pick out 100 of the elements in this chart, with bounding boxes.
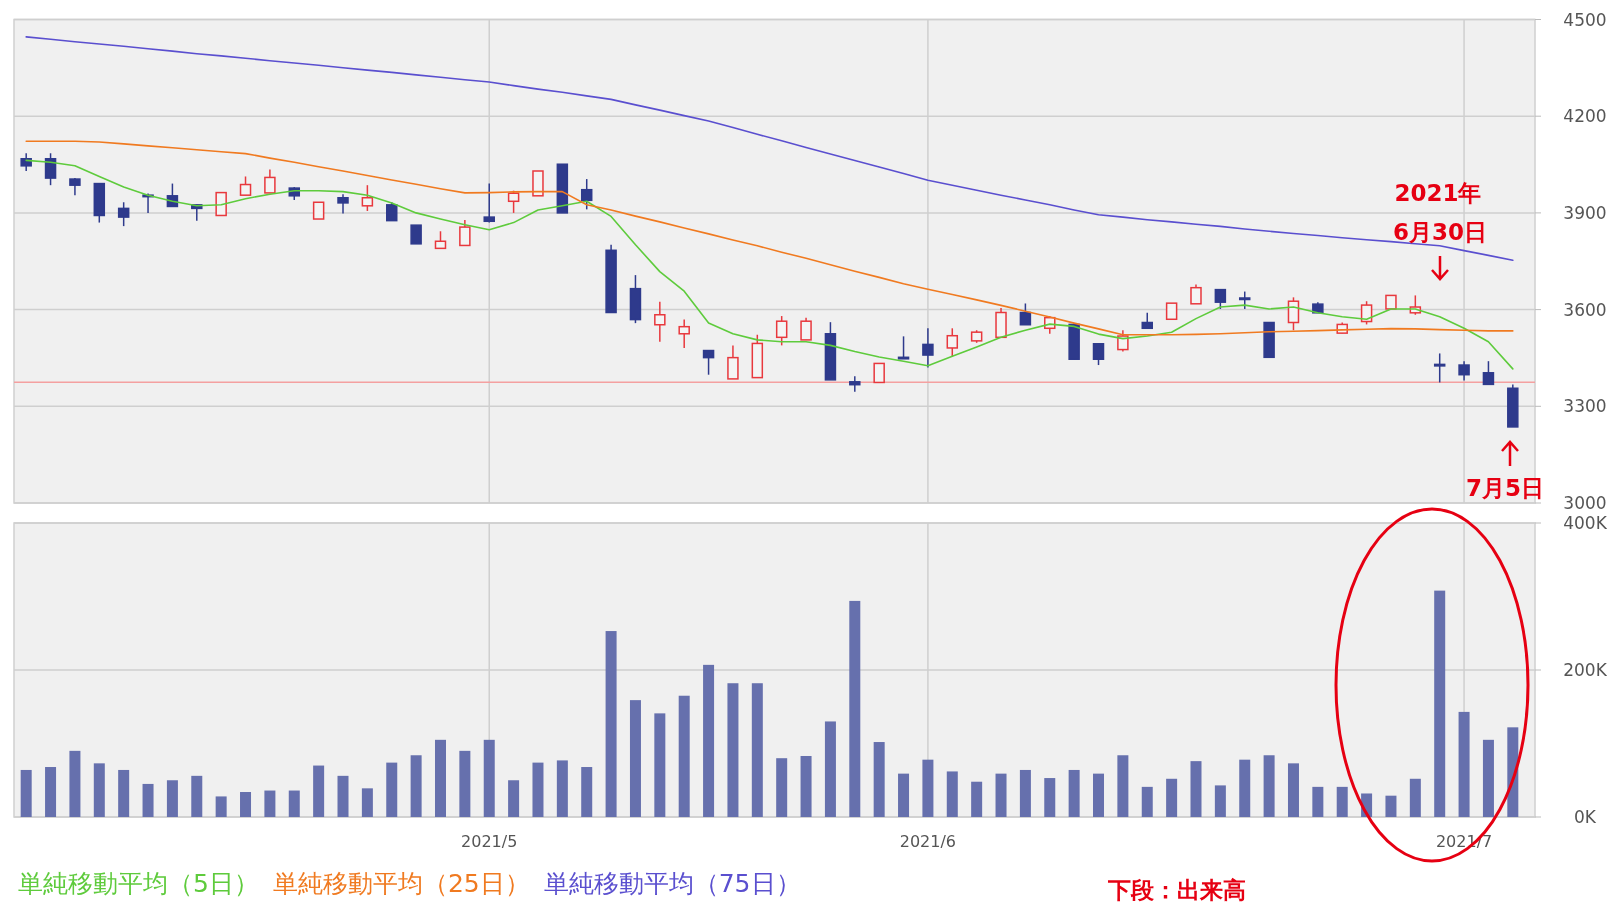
x-tick-label: 2021/5 — [461, 832, 518, 851]
annotation: 7月5日 — [1465, 475, 1545, 501]
bar — [1312, 786, 1324, 817]
y-tick-label: 200K — [1563, 660, 1607, 680]
annotation: 6月30日 — [1392, 219, 1488, 245]
candlestick — [1190, 283, 1202, 305]
candlestick — [1433, 352, 1446, 384]
bar — [727, 683, 739, 817]
bar — [1263, 755, 1275, 817]
bar — [191, 775, 203, 817]
candlestick — [922, 327, 934, 369]
line-series — [25, 36, 1514, 262]
bar — [556, 760, 568, 817]
bar — [605, 631, 617, 817]
bar — [1385, 795, 1397, 817]
y-tick-label: 3600 — [1563, 299, 1607, 320]
bar — [1507, 727, 1519, 817]
candlestick — [946, 327, 959, 358]
bar — [264, 790, 276, 817]
annotation: 2021年 — [1394, 180, 1482, 206]
candlestick — [897, 335, 910, 360]
bar — [1434, 590, 1446, 817]
y-tick-label: 4200 — [1563, 106, 1607, 127]
bar — [678, 695, 690, 817]
bar — [1482, 739, 1494, 817]
candlestick — [727, 344, 739, 380]
bar — [1409, 778, 1421, 817]
y-tick-label: 0K — [1574, 807, 1597, 827]
candlestick — [264, 168, 276, 194]
bar — [166, 780, 178, 817]
bar — [800, 756, 812, 817]
bar — [898, 773, 910, 817]
bar — [240, 792, 252, 817]
bar — [1190, 761, 1202, 817]
bar — [995, 773, 1007, 817]
text: 単純移動平均（75日） — [543, 869, 801, 898]
bar — [1336, 786, 1348, 817]
candlestick — [678, 318, 690, 349]
candlestick — [117, 201, 130, 227]
candlestick — [337, 193, 349, 215]
candlestick — [654, 301, 666, 343]
candlestick — [361, 184, 374, 212]
candlestick — [775, 315, 788, 347]
bar — [1141, 786, 1153, 817]
bar — [45, 767, 57, 817]
candlestick — [239, 175, 252, 196]
bar — [20, 769, 32, 817]
bar — [581, 767, 593, 817]
bar — [776, 758, 788, 817]
candlestick — [849, 375, 861, 393]
candlestick — [483, 182, 495, 224]
bar — [142, 783, 154, 817]
bar — [69, 750, 81, 817]
bar — [1019, 769, 1031, 817]
bar — [288, 790, 300, 817]
y-tick-label: 3900 — [1563, 202, 1607, 223]
bar — [1044, 778, 1056, 817]
bar — [824, 721, 836, 817]
bar — [654, 713, 666, 817]
bar — [703, 664, 715, 817]
y-tick-label: 3300 — [1563, 396, 1607, 417]
bar — [508, 780, 520, 817]
bar — [313, 765, 325, 817]
candlestick — [702, 349, 715, 376]
bar — [971, 781, 983, 817]
candlestick — [580, 178, 593, 211]
bar — [1287, 763, 1299, 817]
x-tick-label: 2021/6 — [899, 832, 957, 851]
bar — [1239, 759, 1251, 817]
bar — [459, 750, 471, 817]
text: 単純移動平均（5日） — [18, 869, 259, 898]
bar — [1166, 778, 1178, 817]
candlestick — [873, 362, 885, 384]
candlestick — [1287, 296, 1300, 331]
candlestick — [1214, 288, 1227, 310]
bar — [849, 600, 861, 817]
candlestick — [459, 219, 471, 247]
candlestick — [410, 224, 422, 245]
bar — [1458, 711, 1470, 817]
candlestick — [1092, 343, 1105, 366]
y-tick-label: 3000 — [1563, 493, 1607, 513]
bar — [946, 771, 958, 817]
bar — [483, 739, 495, 817]
bar — [751, 683, 763, 817]
bar — [337, 775, 349, 817]
bar — [93, 763, 105, 817]
bar — [1214, 785, 1226, 817]
bar — [1117, 755, 1129, 817]
bar — [873, 742, 885, 817]
text: 下段：出来高 — [1107, 877, 1246, 903]
text: 単純移動平均（25日） — [272, 869, 530, 898]
bar — [118, 769, 130, 817]
bar — [629, 700, 641, 817]
bar — [386, 762, 398, 817]
bar — [410, 755, 422, 817]
y-tick-label: 400K — [1563, 513, 1607, 533]
bar — [1068, 769, 1080, 817]
bar — [922, 759, 934, 817]
bar — [361, 788, 373, 817]
candlestick — [1482, 360, 1495, 386]
